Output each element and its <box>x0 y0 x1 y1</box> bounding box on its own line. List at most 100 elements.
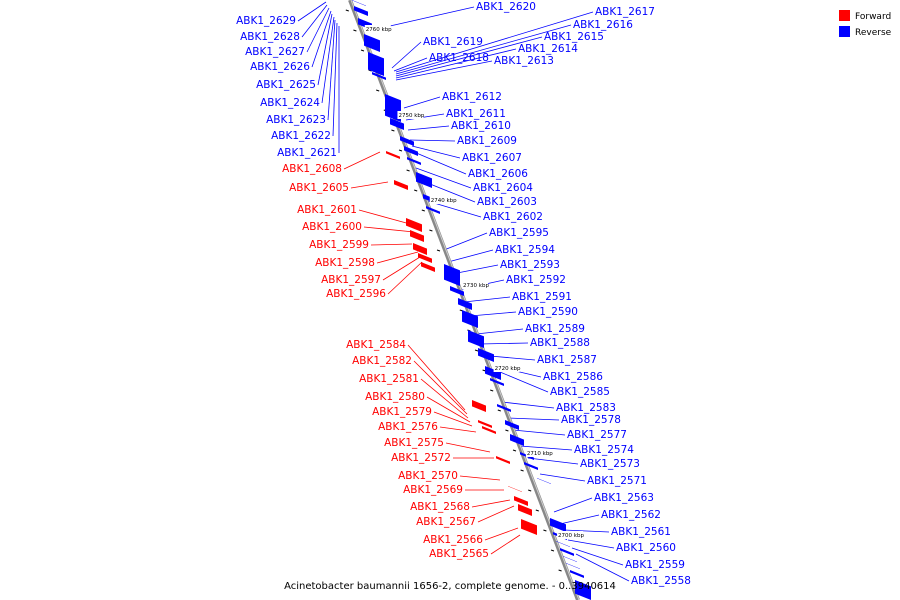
leader-line <box>350 181 389 189</box>
reverse-gene-feature <box>407 157 421 165</box>
gene-label-reverse: ABK1_2586 <box>543 371 603 383</box>
reverse-gene-feature <box>550 518 566 532</box>
axis-tick <box>436 249 441 252</box>
gene-label-forward: ABK1_2572 <box>391 452 451 464</box>
gene-label-reverse: ABK1_2619 <box>423 36 483 48</box>
legend-forward-swatch <box>839 10 850 21</box>
gene-label-reverse: ABK1_2561 <box>611 526 671 538</box>
gene-label-reverse: ABK1_2560 <box>616 542 676 554</box>
gene-label-forward: ABK1_2600 <box>302 221 362 233</box>
reverse-gene-feature <box>468 330 484 348</box>
leader-line <box>490 534 521 555</box>
leader-line <box>413 360 468 415</box>
forward-gene-feature <box>508 486 522 492</box>
leader-line <box>420 378 469 419</box>
leader-line <box>370 243 413 246</box>
leader-line <box>463 296 511 303</box>
gene-label-reverse: ABK1_2610 <box>451 120 511 132</box>
forward-gene-feature <box>394 180 408 190</box>
gene-label-reverse: ABK1_2625 <box>256 79 316 91</box>
axis-tick <box>421 209 425 212</box>
scale-label: 2740 kbp <box>431 198 457 204</box>
scale-label: 2720 kbp <box>495 366 521 372</box>
leader-line <box>469 311 517 317</box>
forward-gene-feature <box>472 400 486 412</box>
leader-line <box>409 139 456 142</box>
axis-tick <box>505 429 509 432</box>
leader-line <box>559 514 600 525</box>
leader-line <box>387 261 423 295</box>
leader-line <box>575 553 630 582</box>
reverse-gene-feature <box>510 434 524 446</box>
leader-line <box>443 232 488 251</box>
axis-tick <box>391 129 395 132</box>
leader-line <box>426 396 471 423</box>
gene-label-reverse: ABK1_2593 <box>500 259 560 271</box>
gene-label-reverse: ABK1_2587 <box>537 354 597 366</box>
gene-label-reverse: ABK1_2563 <box>594 492 654 504</box>
gene-label-forward: ABK1_2566 <box>423 534 483 546</box>
forward-gene-feature <box>482 426 496 434</box>
leader-line <box>395 11 594 73</box>
leader-line <box>332 22 338 137</box>
gene-label-reverse: ABK1_2622 <box>271 130 331 142</box>
axis-tick <box>353 29 357 32</box>
reverse-gene-feature <box>490 378 504 386</box>
leader-line <box>297 1 327 22</box>
reverse-gene-feature <box>352 0 366 6</box>
axis-tick <box>398 149 403 152</box>
gene-label-forward: ABK1_2599 <box>309 239 369 251</box>
gene-features <box>352 0 591 600</box>
reverse-gene-feature <box>462 310 478 328</box>
axis-tick <box>550 549 555 552</box>
gene-label-reverse: ABK1_2589 <box>525 323 585 335</box>
leader-line <box>403 96 441 109</box>
reverse-gene-feature <box>575 580 591 600</box>
gene-label-reverse: ABK1_2627 <box>245 46 305 58</box>
leader-line <box>311 10 332 68</box>
reverse-gene-feature <box>372 72 386 80</box>
reverse-gene-feature <box>556 541 570 547</box>
leader-line <box>327 19 336 121</box>
scale-label-bg <box>557 531 584 539</box>
axis-tick <box>414 189 418 192</box>
reverse-gene-feature <box>458 298 472 310</box>
reverse-gene-feature <box>570 570 584 578</box>
leader-line <box>477 505 515 523</box>
axis-tick <box>528 489 532 492</box>
gene-label-forward: ABK1_2597 <box>321 274 381 286</box>
leader-line <box>317 13 333 86</box>
reverse-gene-feature <box>563 556 577 562</box>
gene-label-reverse: ABK1_2562 <box>601 509 661 521</box>
gene-label-forward: ABK1_2576 <box>378 421 438 433</box>
leader-line <box>363 226 415 233</box>
leader-line <box>411 145 461 159</box>
reverse-gene-feature <box>404 146 418 156</box>
leader-line <box>527 457 579 465</box>
forward-gene-feature <box>514 496 528 506</box>
reverse-gene-feature <box>354 6 368 16</box>
gene-label-reverse: ABK1_2602 <box>483 211 543 223</box>
leader-line <box>306 7 330 53</box>
gene-label-reverse: ABK1_2620 <box>476 1 536 13</box>
leader-line <box>471 499 511 508</box>
leader-line <box>382 256 421 281</box>
reverse-gene-feature <box>497 404 511 412</box>
gene-label-reverse: ABK1_2629 <box>236 15 296 27</box>
reverse-gene-feature <box>368 52 384 76</box>
gene-label-reverse: ABK1_2615 <box>544 31 604 43</box>
leader-line <box>501 401 555 409</box>
reverse-gene-feature <box>478 348 494 362</box>
gene-label-reverse: ABK1_2577 <box>567 429 627 441</box>
gene-label-forward: ABK1_2601 <box>297 204 357 216</box>
scale-label-bg <box>462 281 489 289</box>
scale-label-bg <box>429 196 456 204</box>
gene-label-reverse: ABK1_2614 <box>518 43 578 55</box>
leader-line <box>376 251 419 264</box>
gene-label-reverse: ABK1_2573 <box>580 458 640 470</box>
gene-label-reverse: ABK1_2592 <box>506 274 566 286</box>
leader-line <box>475 328 524 335</box>
reverse-gene-feature <box>364 34 380 52</box>
gene-label-reverse: ABK1_2558 <box>631 575 691 587</box>
leader-line <box>389 6 475 27</box>
